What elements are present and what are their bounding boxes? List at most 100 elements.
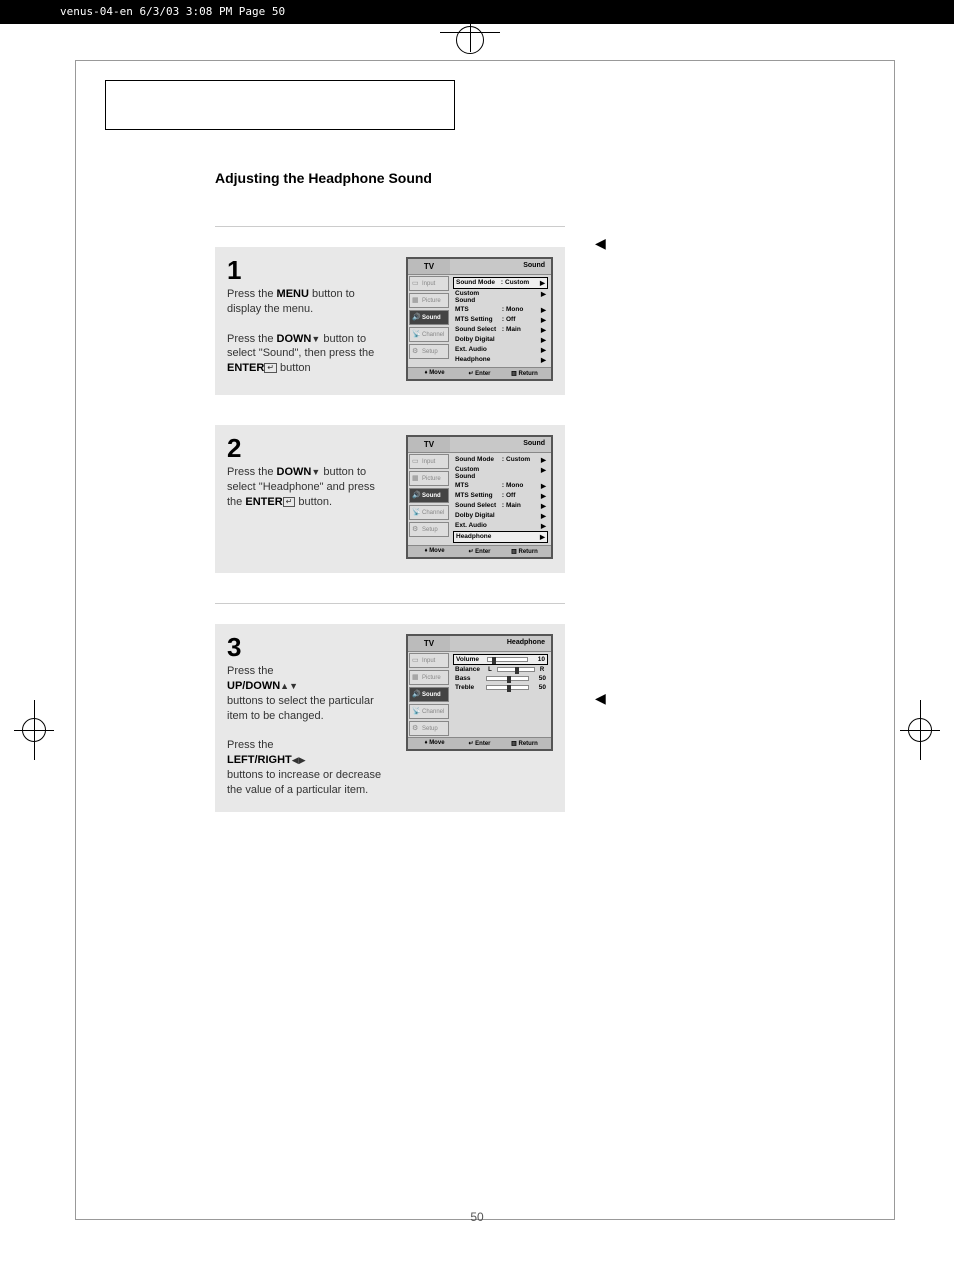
divider-1: [215, 226, 565, 227]
page-number: 50: [0, 1210, 954, 1224]
sound-icon: 🔊: [412, 314, 421, 321]
footer-enter: ↵ Enter: [457, 370, 502, 377]
tab-channel: 📡Channel: [409, 327, 449, 342]
channel-icon: 📡: [412, 708, 421, 715]
step-2: 2 Press the DOWN▼ button to select "Head…: [215, 425, 565, 573]
sound-icon: 🔊: [412, 492, 421, 499]
osd-2: TV Sound ▭Input ▦Picture 🔊Sound 📡Channel…: [406, 435, 553, 559]
osd-1: TV Sound ▭Input ▦Picture 🔊Sound 📡Channel…: [406, 257, 553, 381]
page: venus-04-en 6/3/03 3:08 PM Page 50 ◀ ◀ A…: [0, 0, 954, 1264]
osd-1-footer: ♦ Move ↵ Enter ▥ Return: [408, 367, 551, 379]
step-1-num: 1: [227, 257, 392, 283]
tab-setup: ⚙Setup: [409, 721, 449, 736]
row-headphone: Headphone▶: [453, 355, 548, 365]
osd-1-title: Sound: [450, 259, 551, 274]
row-sound-select: Sound Select:Main▶: [453, 325, 548, 335]
slider-treble: Treble 50: [453, 683, 548, 692]
osd-2-body: ▭Input ▦Picture 🔊Sound 📡Channel ⚙Setup S…: [408, 453, 551, 545]
osd-3-tabs: ▭Input ▦Picture 🔊Sound 📡Channel ⚙Setup: [408, 652, 450, 737]
setup-icon: ⚙: [412, 725, 421, 732]
tab-picture: ▦Picture: [409, 471, 449, 486]
tab-input: ▭Input: [409, 276, 449, 291]
row-sound-mode: Sound Mode:Custom▶: [453, 455, 548, 465]
row-mts-setting: MTS Setting:Off▶: [453, 491, 548, 501]
slider-bar: [486, 676, 529, 681]
enter-icon: ↵: [283, 497, 296, 507]
crop-circle-top: [456, 26, 484, 54]
row-mts-setting: MTS Setting:Off▶: [453, 315, 548, 325]
osd-3-list: Volume 10 Balance L R Bass: [450, 652, 551, 737]
footer-return: ▥ Return: [502, 548, 547, 555]
tab-sound: 🔊Sound: [409, 687, 449, 702]
slider-volume: Volume 10: [453, 654, 548, 665]
input-icon: ▭: [412, 280, 421, 287]
row-sound-select: Sound Select:Main▶: [453, 501, 548, 511]
osd-2-list: Sound Mode:Custom▶ Custom Sound▶ MTS:Mon…: [450, 453, 551, 545]
step-3-p1: Press the UP/DOWN▲▼ buttons to select th…: [227, 664, 392, 723]
footer-enter: ↵ Enter: [457, 740, 502, 747]
tab-sound: 🔊Sound: [409, 310, 449, 325]
footer-move: ♦ Move: [412, 370, 457, 377]
osd-1-list: Sound Mode:Custom▶ Custom Sound▶ MTS:Mon…: [450, 275, 551, 367]
step-3-num: 3: [227, 634, 392, 660]
down-icon: ▼: [311, 333, 320, 345]
tab-setup: ⚙Setup: [409, 522, 449, 537]
footer-move: ♦ Move: [412, 740, 457, 747]
channel-icon: 📡: [412, 331, 421, 338]
osd-2-tabs: ▭Input ▦Picture 🔊Sound 📡Channel ⚙Setup: [408, 453, 450, 545]
input-icon: ▭: [412, 458, 421, 465]
crop-circle-left: [22, 718, 46, 742]
footer-move: ♦ Move: [412, 548, 457, 555]
slider-bar: [487, 657, 528, 662]
content: Adjusting the Headphone Sound 1 Press th…: [105, 80, 865, 842]
step-2-num: 2: [227, 435, 392, 461]
slider-bar: [497, 667, 535, 672]
osd-1-header: TV Sound: [408, 259, 551, 275]
right-icon: ▶: [299, 754, 306, 766]
header-box: [105, 80, 455, 130]
osd-3-body: ▭Input ▦Picture 🔊Sound 📡Channel ⚙Setup V…: [408, 652, 551, 737]
tab-picture: ▦Picture: [409, 670, 449, 685]
tab-setup: ⚙Setup: [409, 344, 449, 359]
divider-2: [215, 603, 565, 604]
osd-tv-label: TV: [408, 259, 450, 274]
osd-3: TV Headphone ▭Input ▦Picture 🔊Sound 📡Cha…: [406, 634, 553, 751]
down-icon: ▼: [289, 680, 298, 692]
row-sound-mode: Sound Mode:Custom▶: [453, 277, 548, 289]
footer-return: ▥ Return: [502, 740, 547, 747]
channel-icon: 📡: [412, 509, 421, 516]
step-2-text: 2 Press the DOWN▼ button to select "Head…: [227, 435, 392, 510]
row-dolby: Dolby Digital▶: [453, 335, 548, 345]
step-1: 1 Press the MENU button to display the m…: [215, 247, 565, 395]
down-icon: ▼: [311, 466, 320, 478]
tab-channel: 📡Channel: [409, 505, 449, 520]
row-ext-audio: Ext. Audio▶: [453, 345, 548, 355]
tab-channel: 📡Channel: [409, 704, 449, 719]
sound-icon: 🔊: [412, 691, 421, 698]
tab-input: ▭Input: [409, 653, 449, 668]
slider-bar: [486, 685, 529, 690]
footer-enter: ↵ Enter: [457, 548, 502, 555]
picture-icon: ▦: [412, 297, 421, 304]
setup-icon: ⚙: [412, 348, 421, 355]
picture-icon: ▦: [412, 674, 421, 681]
row-mts: MTS:Mono▶: [453, 305, 548, 315]
slider-balance: Balance L R: [453, 665, 548, 674]
row-headphone: Headphone▶: [453, 531, 548, 543]
step-2-p1: Press the DOWN▼ button to select "Headph…: [227, 465, 392, 510]
picture-icon: ▦: [412, 475, 421, 482]
osd-3-title: Headphone: [450, 636, 551, 651]
osd-1-tabs: ▭Input ▦Picture 🔊Sound 📡Channel ⚙Setup: [408, 275, 450, 367]
input-icon: ▭: [412, 657, 421, 664]
osd-2-header: TV Sound: [408, 437, 551, 453]
osd-3-header: TV Headphone: [408, 636, 551, 652]
row-ext-audio: Ext. Audio▶: [453, 521, 548, 531]
slider-bass: Bass 50: [453, 674, 548, 683]
tab-input: ▭Input: [409, 454, 449, 469]
footer-return: ▥ Return: [502, 370, 547, 377]
osd-2-footer: ♦ Move ↵ Enter ▥ Return: [408, 545, 551, 557]
slug-text: venus-04-en 6/3/03 3:08 PM Page 50: [60, 5, 285, 18]
row-dolby: Dolby Digital▶: [453, 511, 548, 521]
osd-tv-label: TV: [408, 437, 450, 452]
step-3-p2: Press the LEFT/RIGHT◀▶ buttons to increa…: [227, 738, 392, 797]
